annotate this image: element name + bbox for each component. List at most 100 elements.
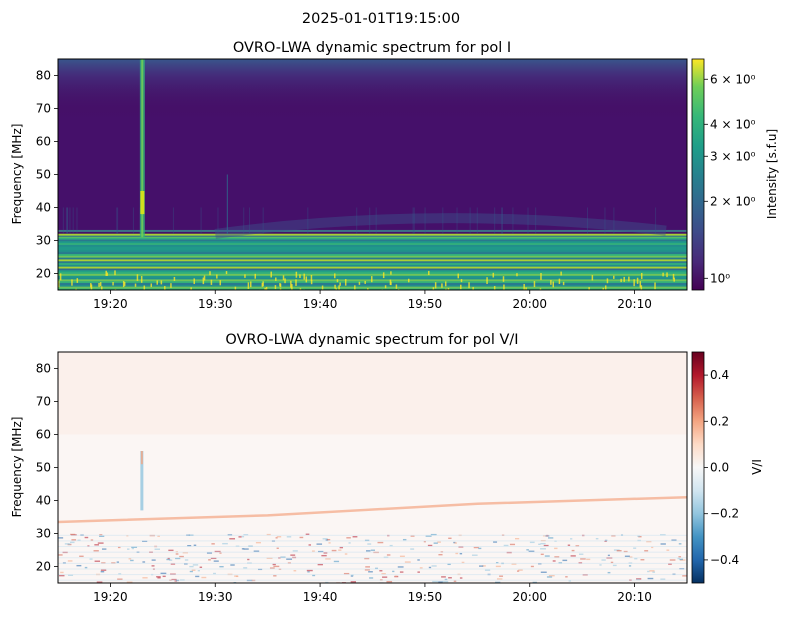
band-striation [58, 257, 687, 260]
vi-upper-tint [58, 352, 687, 435]
vi-noise [325, 558, 331, 560]
faint-streak [62, 207, 64, 234]
band-speckle [279, 283, 282, 288]
vi-noise [640, 559, 645, 561]
band-speckle [389, 279, 392, 286]
vi-noise [496, 578, 503, 580]
band-speckle [156, 280, 158, 285]
vi-noise [515, 537, 520, 540]
vi-noise [366, 550, 371, 552]
vi-noise [379, 570, 383, 572]
band-striation [58, 266, 687, 269]
vi-noise [93, 550, 99, 552]
band-speckle [390, 271, 392, 275]
vi-noise [548, 537, 554, 539]
vi-band-line [58, 534, 687, 536]
vi-noise [543, 544, 549, 547]
faint-streak [613, 207, 615, 234]
band-speckle [134, 283, 137, 287]
vi-noise [495, 565, 501, 568]
vi-noise [308, 544, 312, 546]
vi-noise [90, 539, 94, 541]
vi-band-line [58, 562, 687, 564]
band-striation [58, 233, 687, 236]
vi-noise [280, 556, 286, 558]
vi-band-line [58, 579, 687, 581]
band-striation [58, 250, 687, 253]
pol-v-i-y-tick-label: 70 [36, 395, 51, 409]
faint-streak [424, 207, 426, 234]
vi-noise [511, 563, 517, 565]
band-speckle [244, 274, 246, 278]
band-striation [58, 288, 687, 290]
vi-noise [386, 554, 391, 556]
pol-i-x-tick-label: 19:30 [198, 297, 233, 311]
faint-streak [76, 207, 78, 234]
band-speckle [140, 275, 143, 283]
pol-i-colorbar-tick-label: 4 × 10⁰ [710, 117, 756, 131]
band-speckle [444, 281, 447, 287]
vi-noise [243, 548, 249, 550]
pol-v-i-colorbar-tick-label: 0.0 [710, 461, 729, 475]
faint-streak [262, 207, 264, 234]
band-striation [58, 246, 687, 249]
vi-noise [235, 575, 239, 578]
vi-noise [333, 560, 340, 563]
band-striation [58, 248, 687, 251]
vi-noise [455, 552, 459, 555]
vi-noise [208, 559, 211, 561]
vi-noise [442, 580, 449, 583]
band-speckle [354, 285, 356, 290]
band-speckle [334, 284, 336, 289]
vi-noise [286, 558, 293, 560]
vi-noise [317, 550, 324, 553]
vi-noise [273, 565, 280, 568]
vi-noise [350, 581, 357, 583]
pol-i-y-axis: 20 30 40 50 60 70 80 [36, 69, 58, 281]
band-striation [58, 240, 687, 244]
vi-noise [169, 559, 173, 561]
pol-i-spectral-details [58, 59, 687, 290]
vi-noise [453, 580, 457, 582]
vi-noise [530, 565, 534, 568]
vi-noise [126, 581, 133, 583]
vi-noise [580, 558, 586, 560]
band-speckle [160, 280, 163, 285]
vi-noise [518, 569, 523, 571]
vi-noise [117, 546, 121, 549]
faint-streak [67, 207, 69, 234]
pol-v-i-colorbar-tick-label: −0.4 [710, 553, 739, 567]
vi-noise [130, 559, 134, 562]
vi-noise [484, 569, 491, 571]
vi-noise [64, 543, 70, 545]
pol-i-x-tick-label: 19:20 [93, 297, 128, 311]
band-speckle [367, 288, 369, 290]
vi-noise [448, 577, 452, 579]
band-striation [58, 268, 687, 271]
vi-noise [299, 536, 304, 539]
vi-noise [170, 563, 176, 565]
band-speckle [203, 275, 206, 281]
vi-noise [201, 576, 207, 579]
pol-v-i-y-tick-label: 80 [36, 362, 51, 376]
vi-band-line [58, 568, 687, 570]
vi-noise [546, 576, 553, 578]
pol-i-y-tick-label: 40 [36, 201, 51, 215]
pol-i-colorbar-ticks: 6 × 10⁰ 4 × 10⁰ 3 × 10⁰ 2 × 10⁰ 10⁰ [704, 72, 756, 285]
band-speckle [493, 286, 496, 290]
vi-noise [160, 572, 167, 575]
vi-noise [402, 538, 407, 541]
vi-noise [395, 575, 398, 578]
vi-noise [206, 552, 213, 554]
interference-line [58, 229, 687, 232]
faint-streak [116, 207, 118, 234]
vi-noise [634, 557, 638, 560]
vi-noise [437, 541, 441, 543]
vi-noise [678, 543, 682, 545]
vi-noise [649, 570, 655, 572]
vi-noise [454, 542, 457, 544]
vi-noise [499, 575, 504, 577]
vi-noise [273, 575, 277, 577]
band-striation [58, 239, 687, 242]
vi-noise [423, 540, 426, 543]
